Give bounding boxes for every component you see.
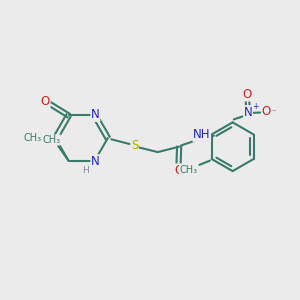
Text: N: N [91, 108, 100, 122]
Text: ⁻: ⁻ [271, 109, 276, 118]
Text: O: O [174, 164, 183, 177]
Text: O: O [41, 95, 50, 108]
Text: N: N [244, 106, 253, 119]
Text: CH₃: CH₃ [23, 133, 42, 142]
Text: O: O [262, 106, 271, 118]
Text: H: H [82, 166, 89, 175]
Text: S: S [131, 139, 138, 152]
Text: NH: NH [193, 128, 211, 141]
Text: N: N [91, 155, 100, 168]
Text: CH₃: CH₃ [42, 135, 60, 145]
Text: CH₃: CH₃ [180, 165, 198, 175]
Text: O: O [243, 88, 252, 101]
Text: +: + [252, 102, 258, 111]
